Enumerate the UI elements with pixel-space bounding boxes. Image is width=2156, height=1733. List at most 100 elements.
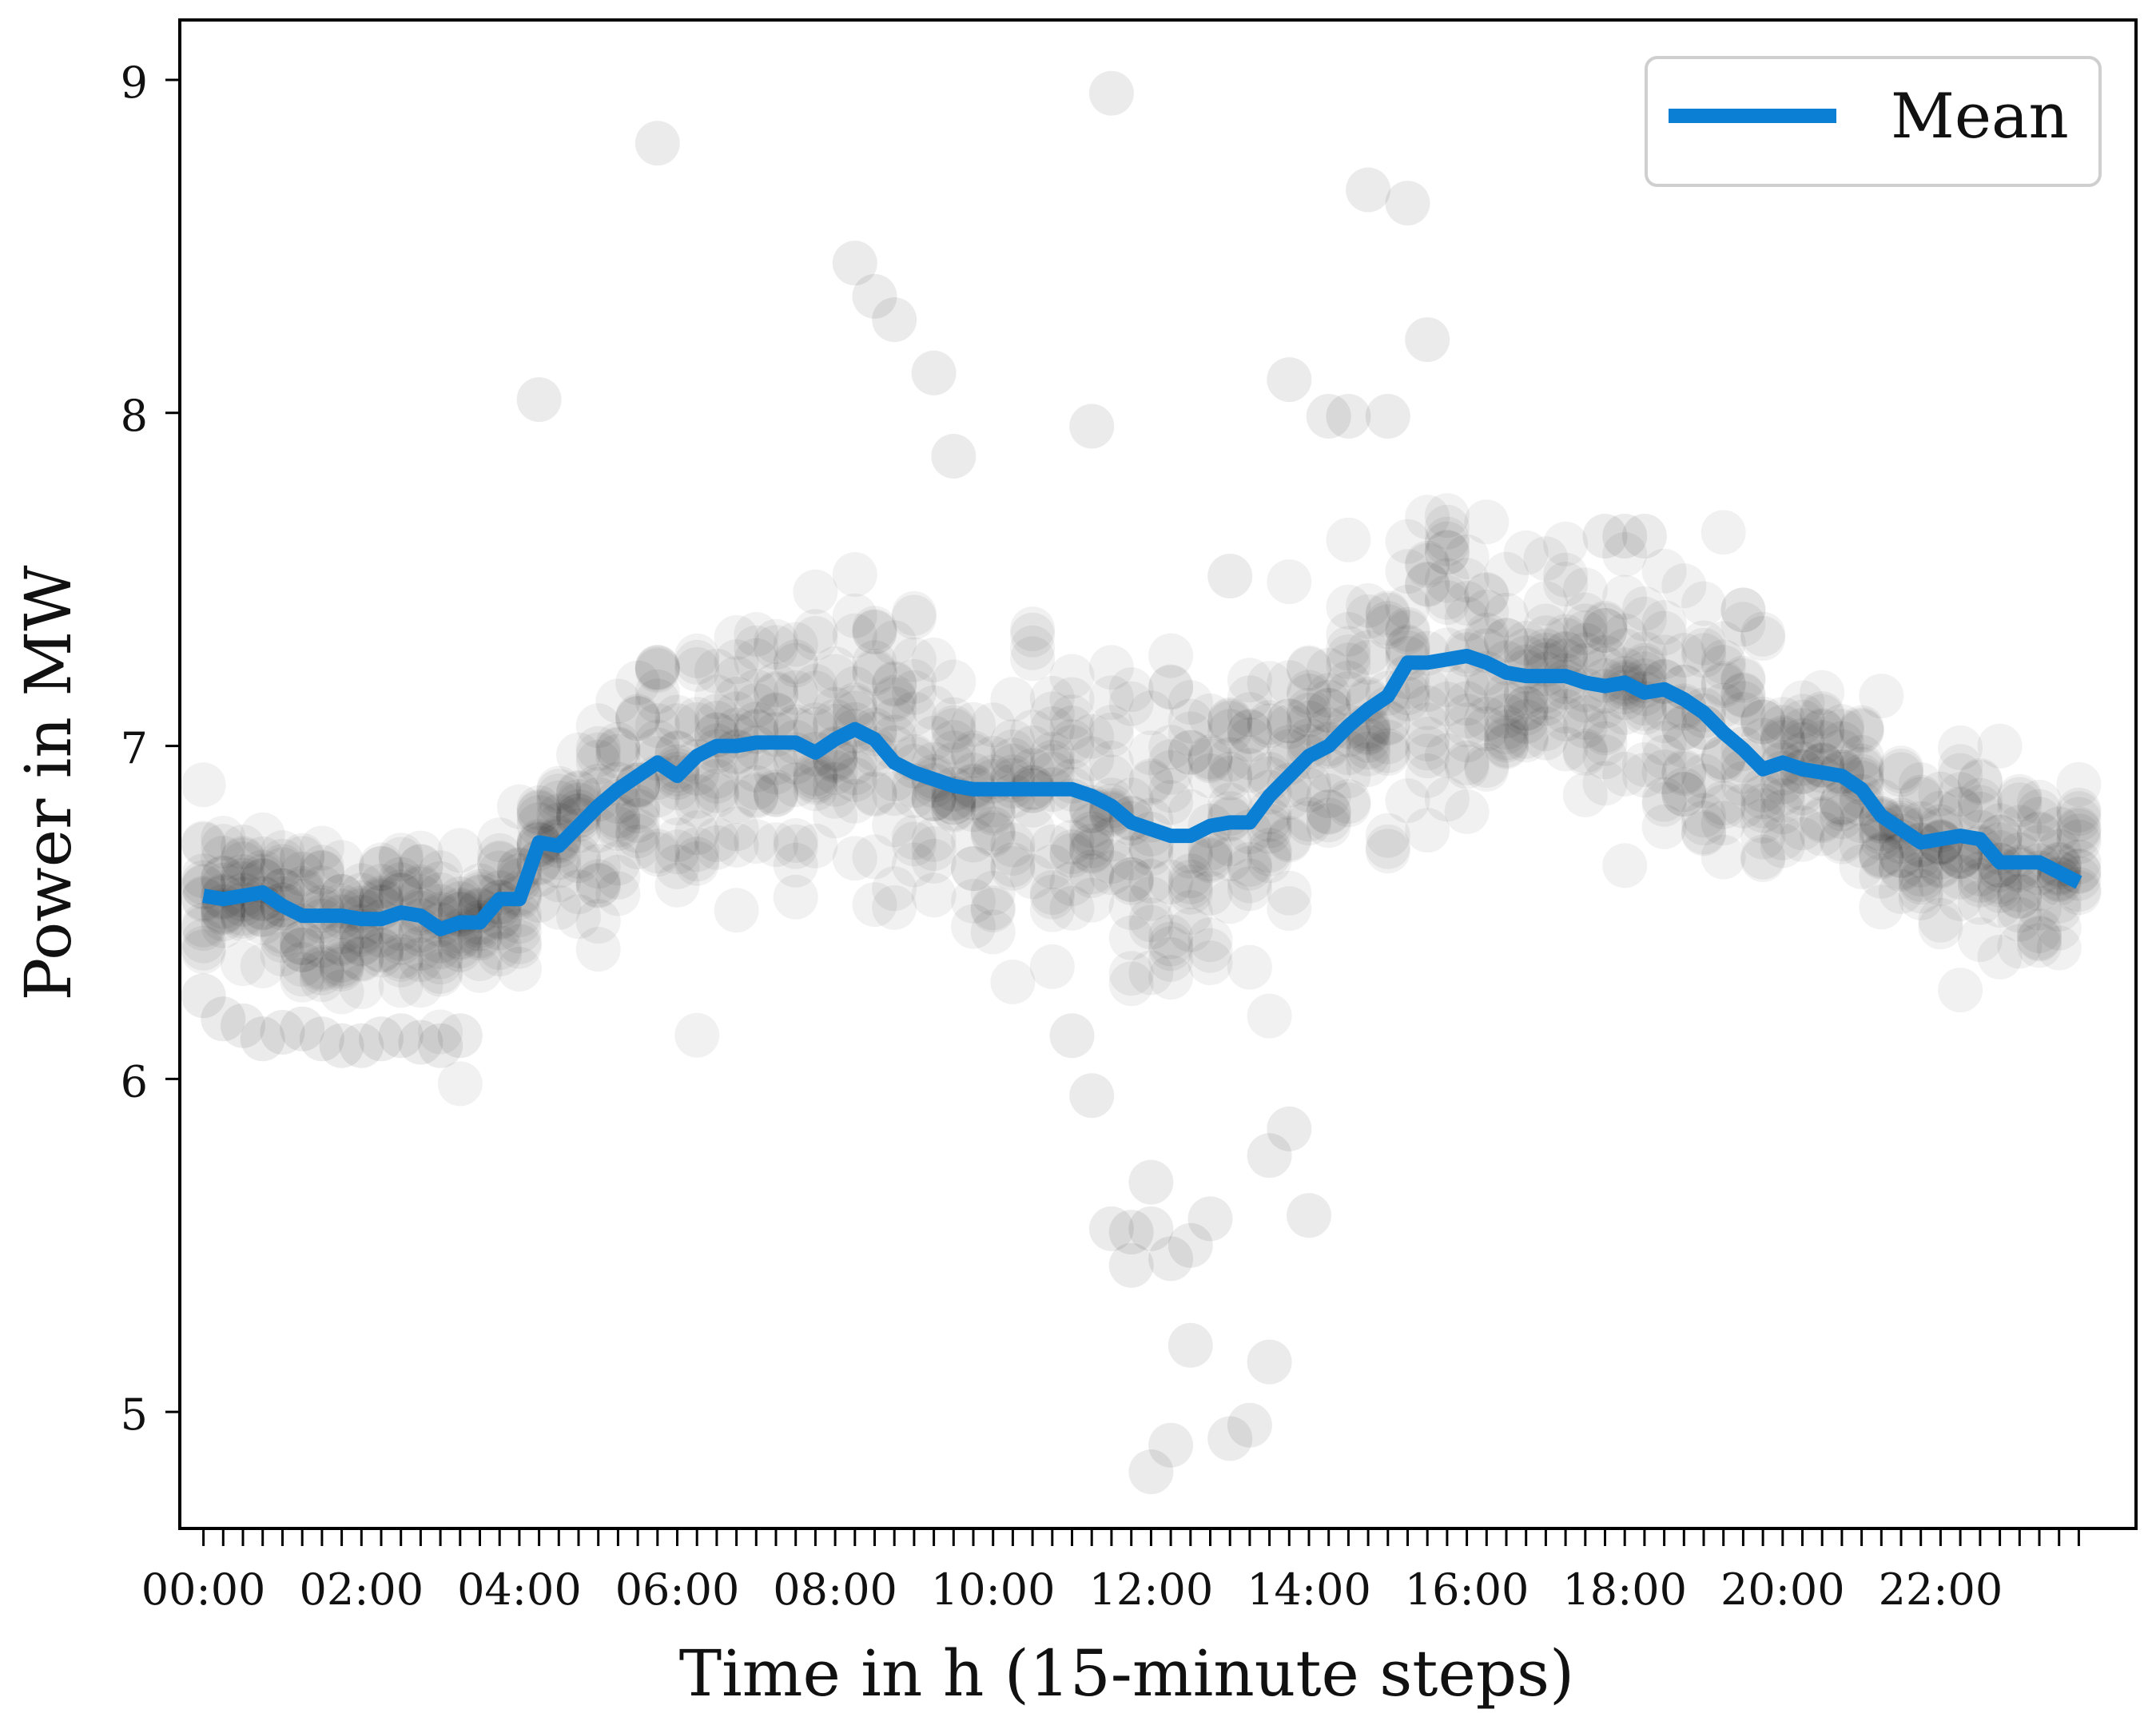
data-point [1681,620,1726,666]
data-point [1977,868,2023,913]
data-point [398,866,444,912]
data-point [418,934,463,980]
data-point [536,765,582,811]
data-point [734,625,779,670]
data-point [1641,777,1687,822]
data-point [1661,767,1707,813]
data-point [1641,734,1687,780]
outlier-point [1049,1013,1095,1059]
data-point [1424,558,1470,603]
data-point [260,847,305,892]
data-point [1385,519,1430,564]
data-point [1267,817,1312,863]
data-point [201,896,246,942]
data-point [1720,587,1766,633]
data-point [734,702,779,747]
outlier-point [1247,1339,1292,1385]
data-point [1523,675,1569,721]
data-point [1405,717,1450,761]
data-point [1424,777,1470,822]
data-point [1760,815,1805,861]
data-point [496,784,542,829]
data-point [1227,675,1272,721]
data-point [1641,749,1687,795]
data-point [1227,841,1272,887]
data-point [280,927,325,972]
data-point [1701,661,1746,706]
data-point [1287,645,1331,690]
data-point [674,782,720,828]
data-point [754,672,798,717]
data-point [457,948,503,993]
data-point [1918,897,1963,943]
data-point [1405,685,1450,730]
data-point [1661,705,1707,750]
outlier-point [1168,1222,1213,1268]
data-point [1088,850,1134,896]
data-point [872,771,917,817]
data-point [1740,616,1786,661]
outlier-point [181,973,226,1019]
data-point [1562,567,1608,613]
outlier-point [319,1023,364,1068]
data-point [2036,925,2082,971]
legend-mean-label: Mean [1891,81,2069,153]
data-point [1148,633,1194,678]
data-point [1918,861,1963,906]
data-point [951,787,996,833]
data-point [615,696,661,741]
data-point [1800,691,1845,737]
outlier-point [418,1023,463,1068]
data-point [714,778,759,824]
data-point [1227,858,1272,904]
data-point [1641,548,1687,594]
data-point [1187,753,1233,798]
data-point [990,845,1036,891]
data-point [1760,705,1805,749]
data-point [556,732,601,777]
data-point [418,872,463,917]
data-point [319,941,364,987]
data-point [654,703,700,749]
data-point [260,844,305,889]
data-point [990,729,1036,774]
data-point [1365,701,1410,746]
data-point [1641,600,1687,645]
data-point [575,732,621,777]
data-point [990,743,1036,789]
data-point [181,929,226,975]
x-tick-label: 08:00 [773,1564,897,1615]
data-point [674,773,720,819]
data-point [1010,709,1056,755]
data-point [1405,667,1450,713]
data-point [1977,934,2023,980]
data-point [1069,849,1115,895]
data-point [1207,751,1253,797]
data-point [339,936,384,981]
data-point [1681,801,1726,846]
outlier-point [1088,70,1134,116]
data-point [1503,628,1549,674]
data-point [615,789,661,833]
y-tick-label: 9 [121,58,148,108]
data-point [931,708,977,753]
data-point [852,609,897,654]
data-point [595,726,641,772]
data-point [240,900,285,945]
data-point [734,747,779,793]
data-point [516,802,562,848]
data-point [437,927,483,972]
data-point [634,727,680,773]
data-point [1187,837,1233,881]
data-point [1859,834,1904,880]
data-point [1543,697,1589,741]
data-point [911,637,957,682]
data-point [1088,839,1134,884]
data-point [1543,617,1589,662]
legend-box [1645,56,2102,187]
data-point [1365,601,1410,646]
data-point [754,822,798,868]
data-point [754,740,798,785]
data-point [378,942,424,988]
data-point [1168,869,1213,915]
